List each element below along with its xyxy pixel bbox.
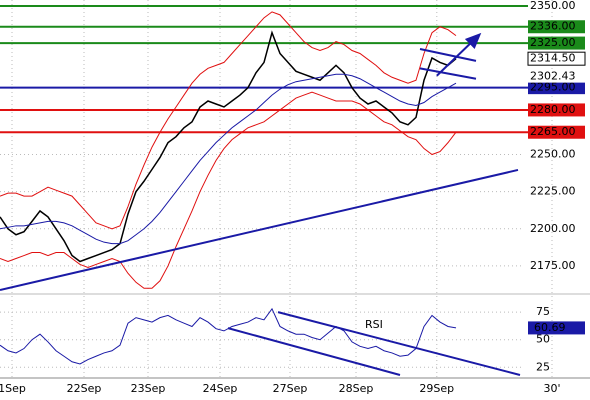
x-tick-label: 24Sep xyxy=(203,382,238,395)
rsi-trendline xyxy=(277,311,521,376)
level-label: 2295.00 xyxy=(530,81,576,94)
x-tick-label: 22Sep xyxy=(67,382,102,395)
trendline xyxy=(419,48,477,62)
series-line xyxy=(0,73,457,245)
series-line xyxy=(0,11,457,230)
y-tick-label: 75 xyxy=(536,305,550,318)
arrow-head xyxy=(464,32,482,50)
level-box xyxy=(528,20,585,34)
level-label: 2336.00 xyxy=(530,20,576,33)
x-tick-label: 28Sep xyxy=(339,382,374,395)
level-box xyxy=(528,81,585,95)
level-label: 2265.00 xyxy=(530,125,576,138)
y-tick-label: 2225.00 xyxy=(530,185,576,198)
level-box xyxy=(528,103,585,117)
tag-box xyxy=(528,70,585,83)
rsi-trendline xyxy=(227,327,401,376)
y-tick-label: 2200.00 xyxy=(530,222,576,235)
x-tick-label: 29Sep xyxy=(419,382,454,395)
y-tick-label: 25 xyxy=(536,360,550,373)
level-label: 2280.00 xyxy=(530,103,576,116)
level-box xyxy=(528,36,585,50)
price-tag-label: 2314.50 xyxy=(530,52,576,65)
series-line xyxy=(0,91,457,289)
y-tick-label: 50 xyxy=(536,333,550,346)
x-tick-label: 27Sep xyxy=(273,382,308,395)
tag-label: 2302.43 xyxy=(530,70,576,83)
rsi-tag xyxy=(528,321,585,335)
level-label: 2350.00 xyxy=(530,0,576,12)
trendline xyxy=(0,168,519,291)
rsi-label: RSI xyxy=(365,318,383,331)
rsi-tag-label: 60.69 xyxy=(534,321,566,334)
series-line xyxy=(0,30,457,263)
x-tick-label: 30' xyxy=(543,382,560,395)
x-tick-label: 1Sep xyxy=(0,382,26,395)
trendline xyxy=(419,67,477,80)
price-tag xyxy=(527,51,586,66)
x-tick-label: 23Sep xyxy=(131,382,166,395)
level-box xyxy=(528,125,585,139)
y-tick-label: 2250.00 xyxy=(530,148,576,161)
y-tick-label: 2175.00 xyxy=(530,259,576,272)
level-label: 2325.00 xyxy=(530,36,576,49)
